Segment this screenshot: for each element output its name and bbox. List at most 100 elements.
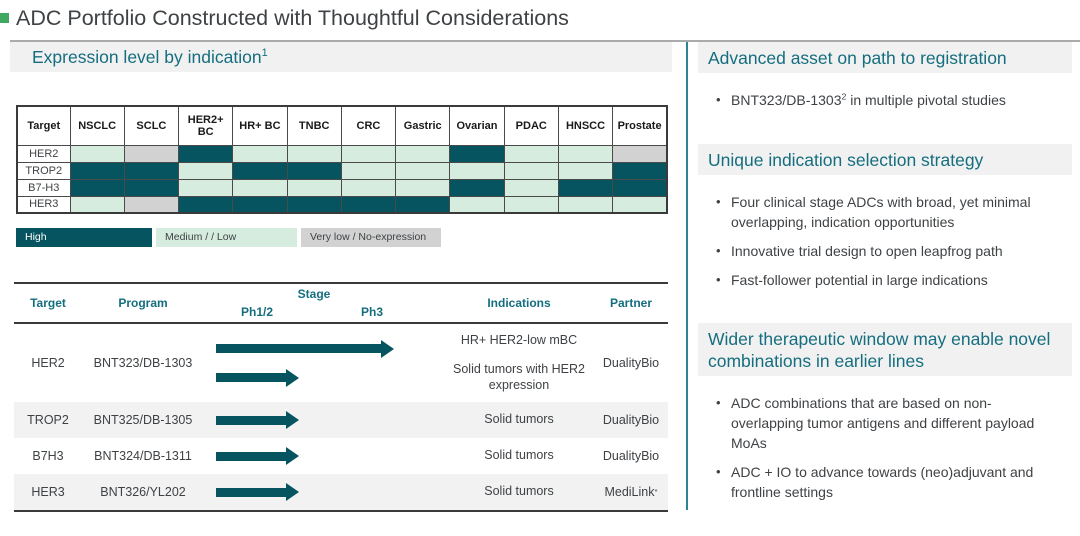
expression-cell-medium [503, 161, 559, 180]
pipeline-indications: Solid tumors [444, 438, 594, 474]
expression-row-target: B7-H3 [16, 178, 71, 197]
pipeline-col-stage: Stage Ph1/2 Ph3 [204, 284, 444, 322]
bullet-dot: • [716, 242, 721, 258]
pipeline-stage [204, 474, 444, 510]
indication-text: HR+ HER2-low mBC [460, 332, 578, 347]
pipeline-col-partner: Partner [609, 296, 653, 310]
bullet-text: ADC + IO to advance towards (neo)adjuvan… [731, 464, 1034, 500]
expression-col-header: HNSCC [557, 105, 614, 146]
pipeline-col-target: Target [30, 296, 66, 310]
pipeline-program: BNT325/DB-1305 [93, 413, 193, 427]
pipeline-target: HER3 [31, 485, 65, 499]
expression-heading-text: Expression level by indication [32, 47, 262, 67]
pipeline-indications: HR+ HER2-low mBC Solid tumors with HER2 e… [444, 324, 594, 402]
partner-name: MediLink [604, 485, 655, 499]
expression-cell-medium [178, 161, 234, 180]
expression-cell-high [178, 195, 234, 214]
expression-row-target: HER3 [16, 195, 71, 214]
highlight-section: Unique indication selection strategy • Fou… [698, 143, 1072, 324]
expression-cell-high [178, 144, 234, 163]
expression-row: TROP2 [16, 161, 668, 180]
bullet-item: • ADC combinations that are based on non-… [704, 394, 1068, 454]
bullet-dot: • [716, 271, 721, 287]
expression-cell-medium [395, 144, 451, 163]
expression-cell-high [449, 144, 505, 163]
expression-cell-medium [612, 195, 668, 214]
vertical-divider [686, 42, 688, 510]
expression-cell-high [612, 161, 668, 180]
highlight-heading: Wider therapeutic window may enable nove… [698, 323, 1072, 377]
expression-cell-very_low [123, 195, 180, 214]
bullet-text: Four clinical stage ADCs with broad, yet… [731, 193, 1031, 230]
expression-cell-medium [395, 161, 451, 180]
expression-cell-very_low [123, 144, 180, 163]
expression-cell-high [395, 195, 451, 214]
expression-matrix-table: Target NSCLC SCLC HER2+ BC HR+ BC TNBC CRC Gast… [16, 105, 668, 214]
expression-heading-footnote: 1 [261, 47, 268, 60]
highlight-heading: Unique indication selection strategy [698, 143, 1072, 175]
pipeline-row: HER2 BNT323/DB-1303 HR+ HER2-low mBC Solid … [14, 324, 668, 402]
bullet-text: Fast-follower potential in large indicat… [731, 271, 988, 288]
expression-col-header: TNBC [286, 105, 342, 146]
pipeline-partner: MediLink * [604, 485, 658, 499]
expression-row: HER3 [16, 195, 668, 214]
expression-col-header: CRC [340, 105, 397, 146]
pipeline-stage [204, 324, 444, 402]
pipeline-target: B7H3 [32, 449, 64, 463]
expression-cell-high [286, 161, 342, 180]
expression-col-header: Prostate [612, 105, 668, 146]
slide-bullet-square [0, 13, 9, 23]
expression-section: Expression level by indication1 Target NS… [10, 42, 672, 512]
pipeline-row: B7H3 BNT324/DB-1311 Solid tumors DualityBio [14, 438, 668, 474]
legend-item-high: High [16, 228, 152, 247]
expression-cell-high [340, 195, 397, 214]
stage-arrow-short [216, 487, 286, 497]
expression-col-header: PDAC [503, 105, 559, 146]
title-divider [10, 40, 1080, 42]
bullet-dot: • [716, 193, 721, 209]
expression-cell-medium [503, 144, 559, 163]
expression-cell-high [612, 178, 668, 197]
pipeline-target: HER2 [31, 356, 65, 370]
expression-cell-medium [557, 195, 614, 214]
bullet-dot: • [716, 395, 721, 411]
bullet-item: • ADC + IO to advance towards (neo)adjuva… [704, 463, 1068, 503]
highlight-bullet-list: • Four clinical stage ADCs with broad, ye… [698, 175, 1072, 324]
pipeline-program: BNT323/DB-1303 [93, 356, 193, 370]
expression-row-target: TROP2 [16, 161, 71, 180]
expression-cell-medium [286, 144, 342, 163]
expression-col-header: HER2+ BC [178, 105, 234, 146]
expression-cell-medium [503, 195, 559, 214]
indication-text: Solid tumors [484, 484, 554, 499]
expression-cell-medium [449, 195, 505, 214]
stage-arrow-short [216, 451, 286, 461]
expression-cell-medium [449, 161, 505, 180]
indication-text: Solid tumors [484, 412, 554, 427]
pipeline-partner: DualityBio [594, 402, 668, 438]
expression-col-header: SCLC [123, 105, 180, 146]
expression-cell-medium [232, 144, 288, 163]
pipeline-row: HER3 BNT326/YL202 Solid tumors MediLink * [14, 474, 668, 510]
expression-section-heading: Expression level by indication1 [10, 42, 672, 72]
highlight-heading: Advanced asset on path to registration [698, 42, 1072, 73]
highlight-section: Advanced asset on path to registration • B… [698, 42, 1072, 144]
pipeline-stage [204, 402, 444, 438]
stage-arrow-short [216, 415, 286, 425]
pipeline-col-program: Program [118, 296, 168, 310]
bullet-text: BNT323/DB-13032 in multiple pivotal stud… [731, 91, 1006, 108]
bullet-item: • BNT323/DB-13032 in multiple pivotal stu… [704, 91, 1068, 111]
bullet-dot: • [716, 464, 721, 479]
expression-col-header: HR+ BC [232, 105, 288, 146]
bullet-item: • Innovative trial design to open leapfro… [704, 242, 1068, 262]
slide: { "colors": { "high": "#05545F", "medium… [0, 0, 1080, 514]
indication-text: Solid tumors with HER2 expression [453, 361, 585, 392]
expression-col-header: Ovarian [449, 105, 505, 146]
highlight-bullet-list: • BNT323/DB-13032 in multiple pivotal stu… [698, 73, 1072, 144]
expression-cell-high [69, 178, 125, 197]
expression-cell-medium [232, 178, 288, 197]
expression-cell-high [286, 195, 342, 214]
expression-cell-medium [69, 195, 125, 214]
expression-cell-medium [340, 178, 397, 197]
stage-header-label: Stage [297, 287, 331, 301]
expression-cell-high [232, 195, 288, 214]
